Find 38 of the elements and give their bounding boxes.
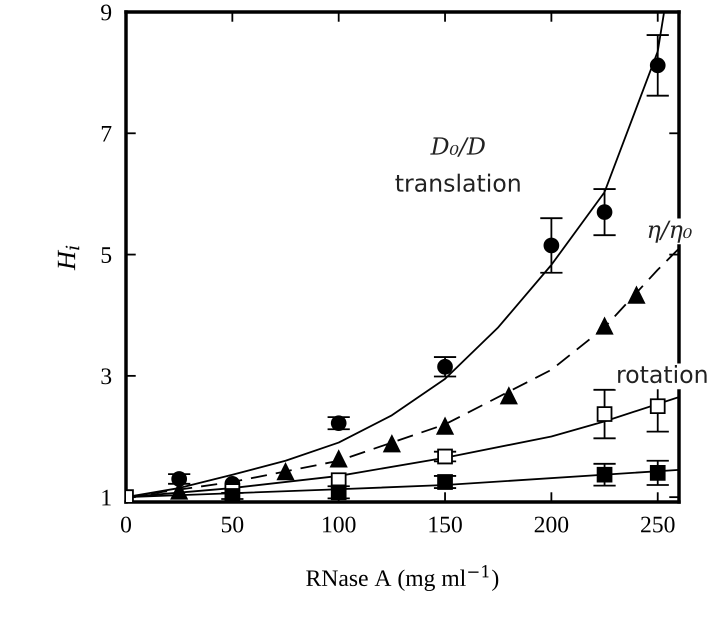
point [436, 418, 454, 435]
annotation: translation [395, 174, 520, 192]
point [171, 471, 188, 487]
y-tick-label: 7 [102, 126, 112, 142]
point [650, 398, 666, 414]
x-axis-title: RNase A (mg ml$^{−1}$) [306, 565, 498, 592]
x-tick-label: 200 [534, 516, 568, 533]
point [544, 238, 560, 254]
annotation: D₀/D [430, 137, 485, 157]
point [596, 204, 612, 220]
point [628, 286, 646, 304]
x-tick-label: 250 [641, 516, 675, 533]
x-tick-label: 0 [120, 516, 132, 533]
y-tick-label: 5 [102, 247, 112, 263]
y-tick-label: 3 [101, 368, 112, 384]
y-axis-title: H$_{i}$ [58, 246, 80, 270]
x-tick-label: 100 [323, 516, 356, 533]
point [437, 358, 453, 375]
point [596, 318, 614, 335]
point [276, 463, 294, 480]
point [330, 450, 348, 468]
point [437, 448, 453, 464]
point [330, 415, 347, 432]
annotation: η/η₀ [648, 220, 692, 243]
x-tick-label: 150 [429, 516, 462, 533]
y-tick-label: 9 [101, 4, 112, 20]
x-tick-label: 50 [222, 516, 244, 533]
point [596, 466, 612, 483]
point [500, 387, 518, 404]
point [437, 474, 453, 490]
point [650, 58, 666, 74]
annotation: rotation [618, 364, 707, 384]
point [383, 435, 400, 452]
point [650, 465, 666, 481]
point [596, 406, 612, 422]
point [330, 484, 347, 500]
y-tick-label: 1 [102, 490, 111, 506]
point [224, 488, 240, 502]
